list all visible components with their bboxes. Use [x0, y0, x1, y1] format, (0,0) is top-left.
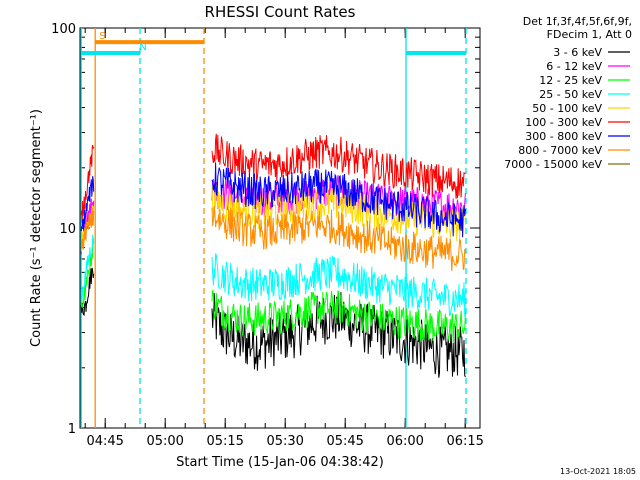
x-tick-label: 05:15 — [206, 434, 243, 449]
y-tick-label: 100 — [51, 22, 76, 37]
legend: Det 1f,3f,4f,5f,6f,9f, FDecim 1, Att 0 3… — [504, 15, 632, 171]
legend-label: 7000 - 15000 keV — [504, 158, 602, 171]
y-axis-label: Count Rate (s⁻¹ detector segment⁻¹) — [29, 109, 44, 347]
x-tick-label: 06:00 — [386, 434, 423, 449]
x-tick-label: 05:45 — [326, 434, 363, 449]
legend-header-line-2: FDecim 1, Att 0 — [547, 28, 632, 41]
series-line — [211, 206, 466, 272]
axes: 1 10 100 04:45 05:00 05:15 05:30 05:45 06:00 06:1… — [51, 22, 484, 449]
legend-label: 3 - 6 keV — [553, 46, 602, 59]
series-pre-line — [80, 267, 95, 317]
legend-label: 100 - 300 keV — [525, 116, 602, 129]
y-tick-label: 1 — [68, 422, 76, 437]
x-tick-label: 04:45 — [86, 434, 123, 449]
legend-label: 800 - 7000 keV — [518, 144, 602, 157]
flag-label: S — [99, 31, 105, 42]
x-tick-label: 05:00 — [146, 434, 183, 449]
y-tick-label: 10 — [59, 222, 76, 237]
series-line — [211, 133, 466, 199]
x-tick-label: 06:15 — [446, 434, 483, 449]
chart-title: RHESSI Count Rates — [205, 3, 356, 21]
series-pre-line — [80, 176, 95, 232]
legend-label: 25 - 50 keV — [539, 88, 602, 101]
series-line — [211, 162, 466, 238]
series-line — [211, 184, 466, 242]
flag-label: N — [139, 42, 146, 53]
series-line — [211, 252, 466, 317]
footer-date: 13-Oct-2021 18:05 — [560, 467, 636, 476]
x-axis-label: Start Time (15-Jan-06 04:38:42) — [176, 455, 384, 470]
legend-label: 12 - 25 keV — [539, 74, 602, 87]
legend-label: 6 - 12 keV — [546, 60, 602, 73]
x-tick-label: 05:30 — [266, 434, 303, 449]
series-pre-line — [80, 234, 95, 301]
state-flags: SN — [81, 31, 466, 55]
series-lines — [80, 133, 466, 378]
legend-label: 300 - 800 keV — [525, 130, 602, 143]
series-line — [211, 291, 466, 378]
series-line — [211, 289, 466, 343]
legend-label: 50 - 100 keV — [532, 102, 602, 115]
series-pre-line — [80, 238, 95, 308]
series-pre-line — [80, 144, 95, 223]
interval-lines — [80, 28, 467, 428]
legend-header-line-1: Det 1f,3f,4f,5f,6f,9f, — [523, 15, 632, 28]
series-pre-line — [80, 208, 95, 250]
